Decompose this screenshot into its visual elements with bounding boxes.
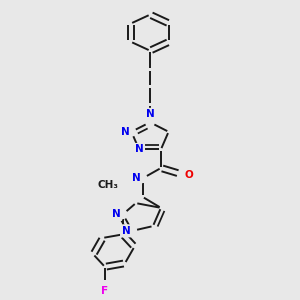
Text: CH₃: CH₃ xyxy=(98,180,118,190)
Text: O: O xyxy=(184,169,193,179)
Text: N: N xyxy=(146,110,154,119)
Text: N: N xyxy=(121,127,130,137)
Text: N: N xyxy=(122,226,130,236)
Text: N: N xyxy=(112,209,121,219)
Text: N: N xyxy=(132,173,141,183)
Text: F: F xyxy=(101,286,108,296)
Text: N: N xyxy=(135,144,143,154)
